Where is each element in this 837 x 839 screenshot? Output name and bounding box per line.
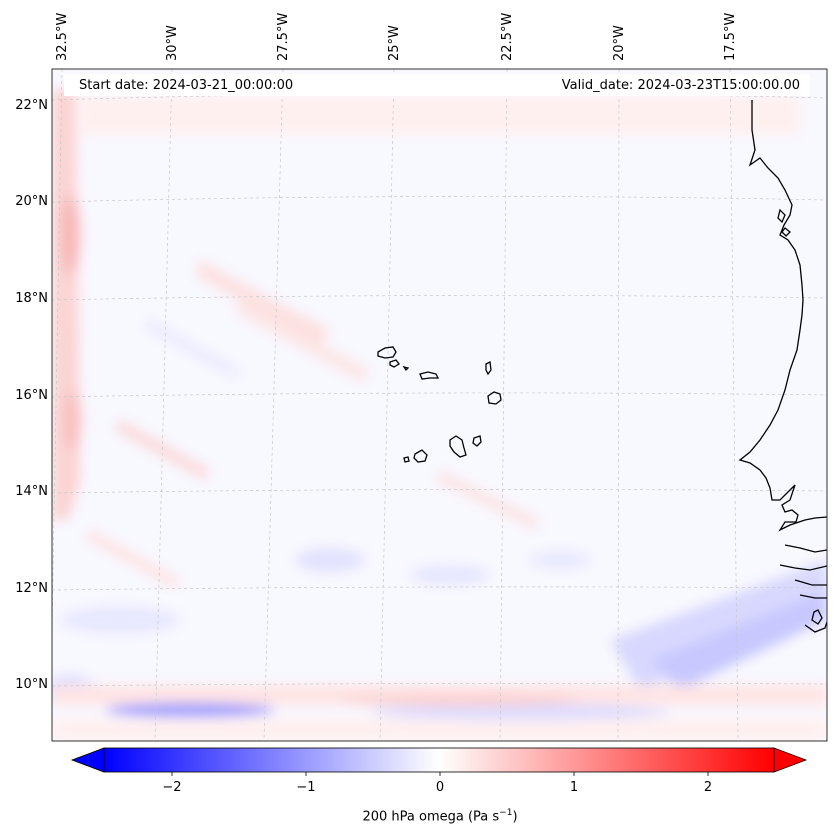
lon-label: 30°W — [165, 25, 180, 61]
island-santa-luzia — [402, 365, 410, 372]
colorbar-label: 200 hPa omega (Pa s−1) — [362, 808, 518, 825]
lat-label: 10°N — [15, 677, 48, 692]
cape-verde-islands — [377, 346, 502, 463]
lat-label: 20°N — [15, 194, 48, 209]
colorbar-tick: 1 — [569, 780, 579, 795]
island-sao-nicolau — [419, 371, 440, 380]
island-santo-antao — [377, 346, 397, 359]
island-maio — [472, 435, 482, 447]
lat-label: 14°N — [15, 484, 48, 499]
island-fogo — [413, 449, 428, 463]
lat-label: 22°N — [15, 98, 48, 113]
lon-label: 32.5°W — [55, 12, 70, 61]
colorbar-tick: 2 — [703, 780, 713, 795]
lat-label: 16°N — [15, 388, 48, 403]
gridlines — [52, 69, 827, 741]
header-box — [64, 74, 810, 96]
start-date-label: Start date: 2024-03-21_00:00:00 — [79, 78, 294, 93]
lon-label: 27.5°W — [276, 12, 291, 61]
island-sao-vicente — [389, 359, 400, 368]
colorbar — [70, 747, 808, 776]
island-santiago — [449, 435, 467, 458]
coastline — [738, 100, 827, 633]
lon-label: 25°W — [387, 25, 402, 61]
lon-label: 20°W — [612, 25, 627, 61]
colorbar-tick: −1 — [296, 780, 316, 795]
colorbar-tick: −2 — [162, 780, 182, 795]
valid-date-label: Valid_date: 2024-03-23T15:00:00.00 — [561, 78, 800, 93]
omega-field — [52, 69, 827, 741]
lon-label: 22.5°W — [500, 12, 515, 61]
colorbar-extend-min — [70, 747, 105, 773]
colorbar-gradient — [104, 748, 774, 772]
colorbar-tick: 0 — [435, 780, 445, 795]
lon-label: 17.5°W — [723, 12, 738, 61]
island-brava — [403, 456, 410, 463]
lat-label: 12°N — [15, 581, 48, 596]
island-boa-vista — [487, 391, 502, 405]
colorbar-extend-max — [773, 747, 808, 773]
lat-label: 18°N — [15, 291, 48, 306]
island-sal — [485, 361, 492, 376]
map-frame — [51, 68, 828, 742]
